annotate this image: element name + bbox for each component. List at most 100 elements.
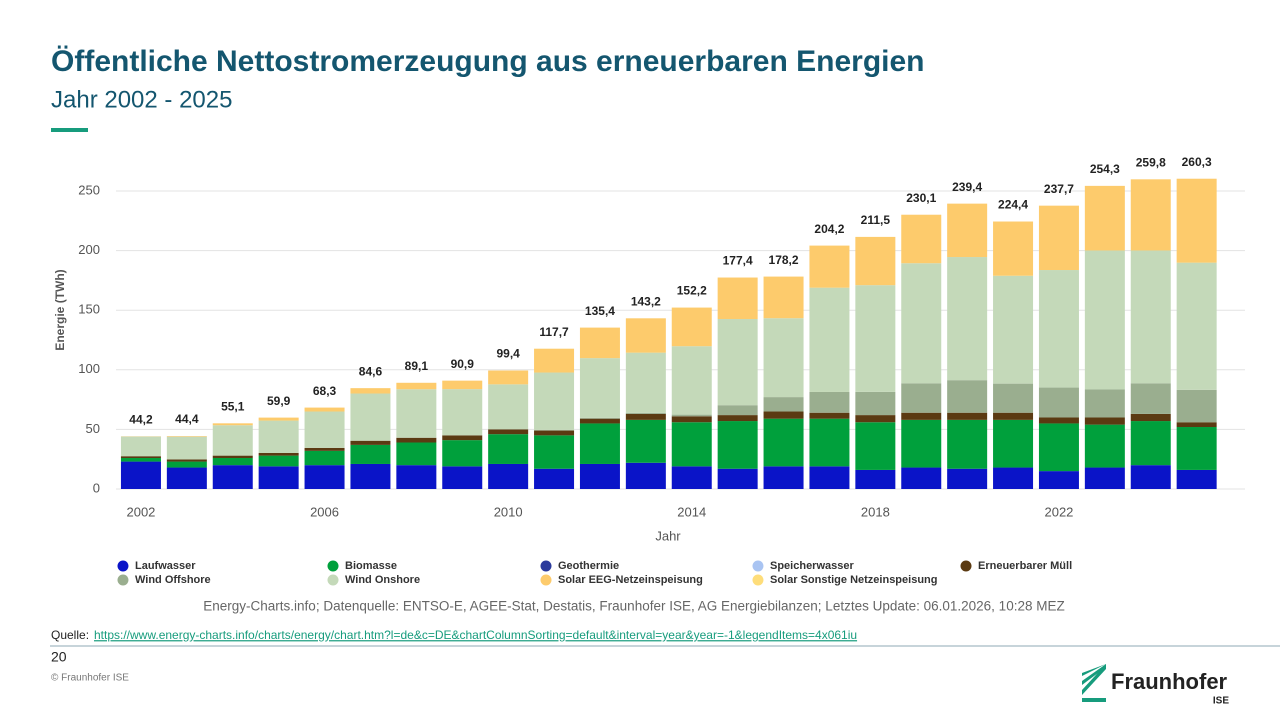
total-label: 143,2 xyxy=(631,294,661,308)
legend-marker xyxy=(752,574,764,586)
slide-title: Öffentliche Nettostromerzeugung aus erne… xyxy=(51,45,925,78)
bar-segment xyxy=(350,444,391,464)
bar-segment xyxy=(855,422,896,470)
bar-segment xyxy=(258,466,299,489)
bar-segment xyxy=(396,382,437,390)
legend-marker xyxy=(752,560,764,572)
bar-segment xyxy=(947,419,988,469)
bar-segment xyxy=(1176,427,1217,470)
quelle-link[interactable]: https://www.energy-charts.info/charts/en… xyxy=(94,628,857,642)
bar-segment xyxy=(212,465,253,489)
bar-segment xyxy=(1130,465,1171,489)
bar-segment xyxy=(166,459,207,462)
bar-segment xyxy=(947,468,988,489)
bar-segment xyxy=(763,411,804,419)
bar-segment xyxy=(717,468,758,489)
bar-segment xyxy=(258,420,299,454)
bar-segment xyxy=(120,436,161,457)
bar-segment xyxy=(442,380,483,390)
bar-segment xyxy=(1130,250,1171,384)
bar-segment xyxy=(350,463,391,489)
bar-segment xyxy=(625,412,666,414)
bar-segment xyxy=(579,327,620,359)
bar-segment xyxy=(166,467,207,489)
logo-text: Fraunhofer xyxy=(1111,669,1228,694)
bar-segment xyxy=(809,245,850,288)
bar-segment xyxy=(1176,422,1217,428)
bar-segment xyxy=(993,412,1034,420)
bar-segment xyxy=(579,423,620,464)
bar-segment xyxy=(1130,413,1171,422)
bar-segment xyxy=(1038,471,1079,489)
total-label: 259,8 xyxy=(1136,155,1166,169)
bar-segment xyxy=(1176,469,1217,489)
bar-segment xyxy=(993,383,1034,413)
bar-segment xyxy=(901,263,942,384)
total-label: 84,6 xyxy=(359,364,383,378)
bar-segment xyxy=(442,466,483,489)
copyright: © Fraunhofer ISE xyxy=(51,673,129,684)
bar-segment xyxy=(855,469,896,489)
bar-segment xyxy=(717,277,758,320)
bar-segment xyxy=(120,456,161,459)
bar-segment xyxy=(534,430,575,436)
bar-segment xyxy=(809,287,850,392)
legend-label: Solar Sonstige Netzeinspeisung xyxy=(770,574,937,586)
bar-segment xyxy=(258,455,299,467)
bar-segment xyxy=(166,436,207,437)
bar-segment xyxy=(350,440,391,445)
y-axis-label: Energie (TWh) xyxy=(53,269,67,350)
bar-segment xyxy=(534,468,575,489)
bar-segment xyxy=(855,415,896,423)
bar-segment xyxy=(258,453,299,456)
bar-segment xyxy=(671,466,712,489)
bar-segment xyxy=(1084,467,1125,489)
total-label: 254,3 xyxy=(1090,162,1120,176)
bar-segment xyxy=(855,391,896,416)
total-label: 224,4 xyxy=(998,198,1028,212)
bar-segment xyxy=(1038,417,1079,424)
bar-segment xyxy=(488,370,529,385)
bar-segment xyxy=(166,461,207,468)
legend-label: Speicherwasser xyxy=(770,560,854,572)
bar-segment xyxy=(212,425,253,456)
bar-segment xyxy=(534,435,575,469)
bar-segment xyxy=(947,380,988,413)
bar-segment xyxy=(534,348,575,373)
legend-label: Solar EEG-Netzeinspeisung xyxy=(558,574,703,586)
y-tick-label: 0 xyxy=(93,480,100,495)
total-label: 177,4 xyxy=(723,254,753,268)
x-tick-label: 2022 xyxy=(1044,504,1073,519)
quelle-label: Quelle: xyxy=(51,628,89,642)
bar-segment xyxy=(763,276,804,319)
source-note: Energy-Charts.info; Datenquelle: ENTSO-E… xyxy=(203,599,1064,614)
bar-segment xyxy=(625,462,666,489)
total-label: 260,3 xyxy=(1182,155,1212,169)
bar-segment xyxy=(396,389,437,438)
bar-segment xyxy=(993,467,1034,489)
y-tick-label: 200 xyxy=(78,242,100,257)
bar-segment xyxy=(396,442,437,466)
total-label: 152,2 xyxy=(677,284,707,298)
bar-segment xyxy=(304,450,345,466)
bar-segment xyxy=(671,422,712,467)
bar-segment xyxy=(809,418,850,467)
x-tick-label: 2010 xyxy=(494,504,523,519)
bar-segment xyxy=(625,352,666,413)
bar-segment xyxy=(1176,262,1217,390)
total-label: 89,1 xyxy=(405,359,429,373)
bar-segment xyxy=(855,236,896,286)
total-label: 135,4 xyxy=(585,304,615,318)
bar-segment xyxy=(166,436,207,460)
bar-segment xyxy=(212,423,253,426)
bar-segment xyxy=(625,413,666,420)
bar-segment xyxy=(579,417,620,419)
bar-segment xyxy=(442,435,483,441)
x-axis-label: Jahr xyxy=(655,528,681,543)
bar-segment xyxy=(717,421,758,469)
total-label: 237,7 xyxy=(1044,182,1074,196)
bar-segment xyxy=(212,458,253,466)
total-label: 230,1 xyxy=(906,191,936,205)
bar-segment xyxy=(534,372,575,430)
bar-segment xyxy=(947,257,988,381)
